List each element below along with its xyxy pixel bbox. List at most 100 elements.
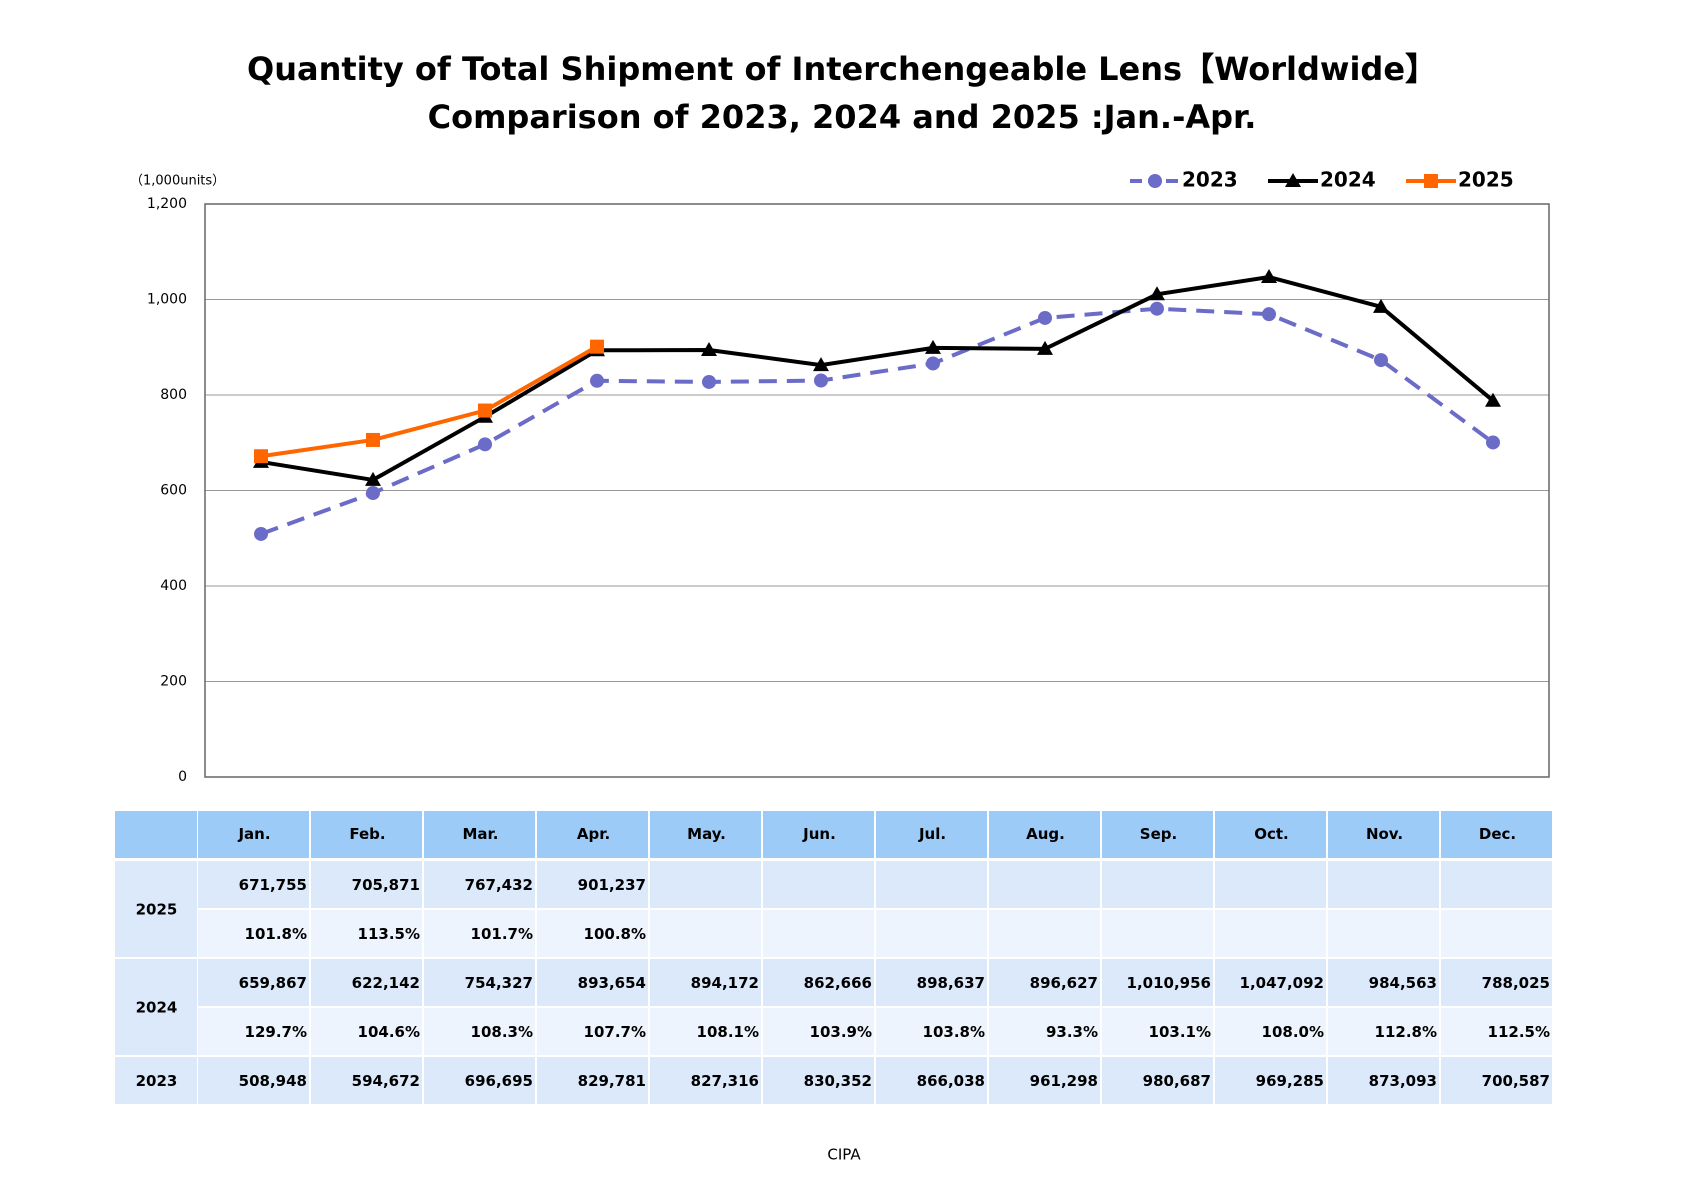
table-cell xyxy=(1102,1057,1213,1104)
table-cell-text: 93.3% xyxy=(1046,1023,1098,1041)
table-header: Mar. xyxy=(462,825,498,843)
table-cell-text: 508,948 xyxy=(239,1072,307,1090)
series-marker xyxy=(1486,435,1500,450)
y-tick-label: 0 xyxy=(178,769,187,785)
table-cell-text: 112.5% xyxy=(1488,1023,1550,1041)
table-cell xyxy=(1328,910,1439,957)
table-cell xyxy=(311,959,422,1006)
table-header-cell xyxy=(311,811,422,858)
plot-frame xyxy=(204,203,1550,778)
table-cell xyxy=(198,959,309,1006)
table-cell xyxy=(876,910,987,957)
table-cell xyxy=(424,1008,535,1055)
table-cell xyxy=(537,1057,648,1104)
table-cell-text: 705,871 xyxy=(352,876,420,894)
table-cell xyxy=(1441,861,1552,908)
table-cell-text: 896,627 xyxy=(1030,974,1098,992)
table-cell xyxy=(1215,1057,1326,1104)
series-marker xyxy=(478,437,492,452)
table-cell xyxy=(763,861,874,908)
table-header-cell xyxy=(198,811,309,858)
series-line xyxy=(260,274,1495,483)
source: CIPA xyxy=(827,1146,861,1164)
table-cell-text: 113.5% xyxy=(358,925,420,943)
table-header: Oct. xyxy=(1254,825,1289,843)
legend-label: 2023 xyxy=(1182,168,1238,192)
table-cell-text: 108.3% xyxy=(471,1023,533,1041)
series-marker xyxy=(1262,307,1276,322)
table-cell xyxy=(311,910,422,957)
table-cell xyxy=(1328,959,1439,1006)
table-cell-text: 901,237 xyxy=(578,876,646,894)
table-cell xyxy=(989,1057,1100,1104)
table-cell xyxy=(650,910,761,957)
table-cell-text: 754,327 xyxy=(465,974,533,992)
table-header: Dec. xyxy=(1479,825,1516,843)
chart-title: Quantity of Total Shipment of Intercheng… xyxy=(247,50,1437,88)
table-cell xyxy=(989,910,1100,957)
legend-marker xyxy=(1148,174,1162,188)
table-header: Feb. xyxy=(349,825,385,843)
table-cell xyxy=(537,1008,648,1055)
table-cell-text: 980,687 xyxy=(1143,1072,1211,1090)
table-row-label-cell xyxy=(115,861,197,957)
legend-marker xyxy=(1424,174,1438,188)
table-cell xyxy=(1441,1057,1552,1104)
table-cell xyxy=(1215,1008,1326,1055)
chart-subtitle: Comparison of 2023, 2024 and 2025 :Jan.-… xyxy=(428,98,1257,136)
series-marker xyxy=(1485,392,1501,407)
table-cell-text: 969,285 xyxy=(1256,1072,1324,1090)
table-cell xyxy=(989,1008,1100,1055)
table-cell xyxy=(198,1008,309,1055)
table-cell xyxy=(537,861,648,908)
series-marker xyxy=(1037,340,1053,355)
table-header-cell xyxy=(763,811,874,858)
series-marker xyxy=(1374,353,1388,368)
table-header-cell xyxy=(1102,811,1213,858)
y-axis-label: （1,000units） xyxy=(130,174,225,189)
table-header-cell xyxy=(424,811,535,858)
series-marker xyxy=(925,339,941,354)
table-cell xyxy=(537,910,648,957)
table-cell xyxy=(424,1057,535,1104)
table-header: Nov. xyxy=(1366,825,1403,843)
table-cell-text: 862,666 xyxy=(804,974,872,992)
table-cell-text: 101.8% xyxy=(245,925,307,943)
table-cell-text: 622,142 xyxy=(352,974,420,992)
table-header-cell xyxy=(650,811,761,858)
table-cell-text: 1,010,956 xyxy=(1127,974,1211,992)
table-cell-text: 103.9% xyxy=(810,1023,872,1041)
table-cell xyxy=(650,1008,761,1055)
table-cell xyxy=(198,1057,309,1104)
table-cell xyxy=(1215,910,1326,957)
series-marker xyxy=(254,449,268,464)
table-cell xyxy=(424,959,535,1006)
series-marker xyxy=(813,357,829,372)
table-cell-text: 671,755 xyxy=(239,876,307,894)
series-marker xyxy=(702,374,716,389)
table-cell-text: 893,654 xyxy=(578,974,646,992)
series-marker xyxy=(366,432,380,447)
series-marker xyxy=(1373,298,1389,313)
table-cell-text: 108.1% xyxy=(697,1023,759,1041)
table-cell xyxy=(650,861,761,908)
table-row-label: 2023 xyxy=(136,1072,178,1090)
table-row-label-cell xyxy=(115,959,197,1055)
table-header: Jun. xyxy=(802,825,836,843)
table-cell xyxy=(1102,910,1213,957)
table-cell xyxy=(763,910,874,957)
table-cell xyxy=(1441,1008,1552,1055)
table-cell-text: 108.0% xyxy=(1262,1023,1324,1041)
table-cell-text: 659,867 xyxy=(239,974,307,992)
y-tick-label: 800 xyxy=(160,387,187,403)
series-marker xyxy=(590,373,604,388)
table-cell xyxy=(763,959,874,1006)
series-marker xyxy=(701,342,717,357)
table-cell-text: 873,093 xyxy=(1369,1072,1437,1090)
table-cell xyxy=(989,959,1100,1006)
table-cell xyxy=(311,1008,422,1055)
table-cell-text: 100.8% xyxy=(584,925,646,943)
table-cell-text: 103.8% xyxy=(923,1023,985,1041)
table-cell xyxy=(650,1057,761,1104)
